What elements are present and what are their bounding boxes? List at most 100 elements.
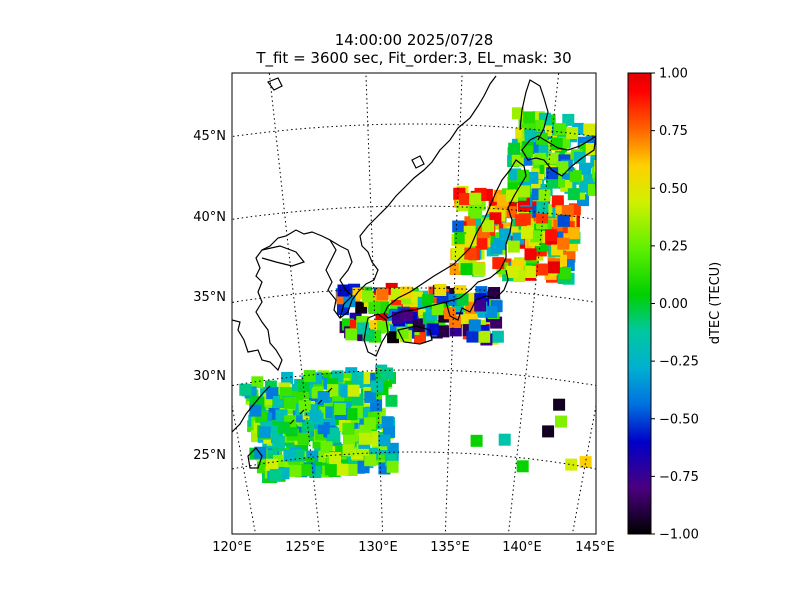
dtec-cell: [297, 432, 310, 445]
dtec-cell: [536, 201, 549, 214]
dtec-cell: [342, 422, 355, 435]
dtec-cell: [520, 226, 533, 239]
dtec-cell: [603, 145, 615, 157]
dtec-cell: [614, 133, 626, 145]
dtec-cell: [569, 170, 582, 183]
dtec-cell: [368, 302, 381, 314]
dtec-cell: [557, 237, 570, 250]
dtec-cell: [546, 176, 559, 189]
dtec-cell: [468, 319, 481, 332]
dtec-cell: [376, 288, 389, 301]
dtec-cell: [610, 141, 622, 153]
dtec-cell: [616, 160, 628, 172]
dtec-cell: [610, 187, 622, 199]
y-tick-label: 45°N: [193, 129, 226, 144]
dtec-cell: [595, 174, 596, 187]
dtec-cell: [385, 394, 398, 407]
dtec-cell: [525, 266, 538, 278]
dtec-cell: [587, 183, 596, 196]
colorbar-tick-label: −0.50: [659, 412, 699, 427]
y-tick-label: 25°N: [193, 448, 226, 463]
dtec-cell: [337, 284, 350, 297]
dtec-cell: [567, 227, 580, 240]
meridian-line: [268, 73, 321, 534]
dtec-cell: [546, 167, 559, 180]
dtec-cell: [604, 118, 616, 130]
dtec-cell: [555, 415, 567, 428]
y-tick-labels: 25°N 30°N 35°N 40°N 45°N: [193, 129, 226, 463]
dtec-cell: [482, 220, 495, 233]
dtec-cell: [554, 123, 567, 136]
x-tick-label: 145°E: [575, 540, 615, 555]
dtec-cell: [506, 189, 518, 202]
dtec-cell: [345, 408, 358, 421]
dtec-cell: [562, 113, 575, 126]
dtec-cell: [297, 380, 310, 392]
dtec-cell: [475, 237, 488, 250]
dtec-cell: [607, 179, 619, 191]
dtec-cell: [474, 299, 487, 312]
dtec-cell: [612, 137, 624, 149]
y-tick-label: 35°N: [193, 290, 226, 305]
dtec-cell: [614, 149, 626, 161]
dtec-cell: [516, 460, 529, 473]
dtec-cell: [381, 416, 394, 429]
dtec-cell: [610, 187, 622, 199]
dtec-cell: [317, 422, 330, 435]
dtec-cell: [557, 214, 570, 227]
dtec-cell: [532, 119, 545, 132]
dtec-cell: [363, 417, 376, 430]
colorbar-tick-label: 1.00: [659, 67, 688, 82]
colorbar-tick-label: 0.75: [659, 124, 688, 139]
dtec-cell: [283, 396, 296, 409]
dtec-cell: [478, 330, 491, 343]
dtec-cell: [590, 156, 596, 169]
dtec-cell: [464, 216, 477, 229]
dtec-cell: [303, 370, 316, 383]
meridian-line: [73, 84, 205, 593]
dtec-cell: [535, 263, 548, 276]
dtec-cell: [508, 142, 521, 155]
dtec-cell: [345, 328, 358, 341]
dtec-cell: [342, 444, 355, 457]
dtec-cell: [343, 433, 355, 446]
dtec-cell: [492, 257, 505, 270]
colorbar-label: dTEC (TECU): [708, 262, 723, 345]
meridian-line: [365, 73, 384, 534]
dtec-cell: [599, 192, 611, 204]
dtec-cell: [602, 182, 614, 194]
dtec-cell: [600, 122, 612, 134]
dtec-cell: [608, 152, 620, 164]
dtec-cell: [431, 303, 444, 316]
dtec-cell: [437, 325, 450, 338]
dtec-cell: [614, 189, 626, 201]
x-tick-label: 140°E: [502, 540, 542, 555]
dtec-cell: [329, 452, 342, 465]
dtec-cell: [352, 287, 365, 300]
dtec-cell: [258, 426, 271, 439]
x-tick-label: 125°E: [285, 540, 325, 555]
dtec-cell: [434, 284, 447, 296]
meridian-line: [507, 73, 560, 534]
dtec-cell: [616, 119, 628, 131]
chart-subtitle: T_fit = 3600 sec, Fit_order:3, EL_mask: …: [256, 49, 572, 67]
dtec-cell: [472, 262, 485, 275]
dtec-cell: [610, 142, 622, 154]
dtec-cell: [604, 162, 616, 174]
dtec-cell: [456, 293, 469, 306]
dtec-cell: [579, 162, 591, 175]
dtec-cell: [488, 287, 501, 299]
dtec-cell: [608, 197, 620, 209]
dtec-cell: [517, 185, 530, 198]
dtec-cell: [507, 240, 520, 253]
dtec-cell: [284, 449, 296, 462]
colorbar-tick-label: −1.00: [659, 528, 699, 543]
colorbar-tick-label: 0.00: [659, 297, 688, 312]
dtec-cell: [599, 124, 611, 136]
dtec-cell: [334, 403, 347, 415]
dtec-cell: [255, 410, 268, 423]
dtec-cell: [592, 166, 596, 179]
dtec-cell: [594, 159, 596, 172]
colorbar-tick-label: 0.25: [659, 239, 688, 254]
x-tick-labels: 120°E 125°E 130°E 135°E 140°E 145°E: [212, 540, 615, 555]
